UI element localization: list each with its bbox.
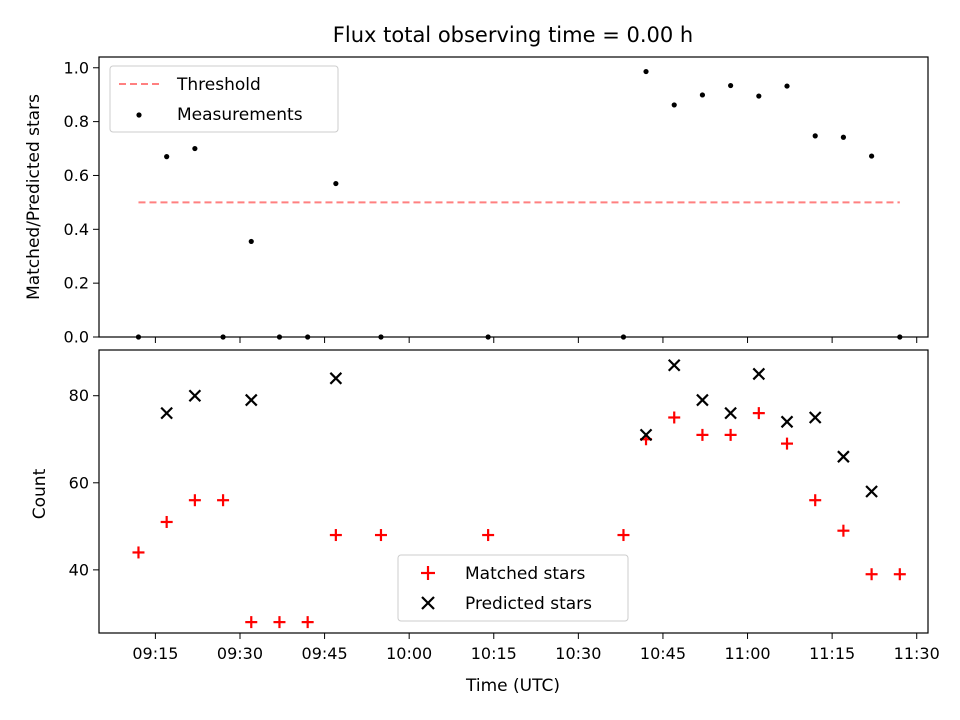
- matched-star-point: [132, 546, 145, 559]
- matched-star-point: [696, 428, 709, 441]
- x-tick-label: 10:30: [555, 644, 601, 663]
- bottom-y-axis-label: Count: [30, 468, 50, 519]
- x-tick-label: 11:30: [894, 644, 940, 663]
- top-legend-box: [109, 65, 339, 133]
- x-tick-label: 10:00: [386, 644, 432, 663]
- matched-star-point: [482, 529, 495, 542]
- measurement-point: [728, 82, 734, 89]
- top-y-tick-label: 1.0: [64, 58, 89, 77]
- matched-star-point: [752, 407, 765, 420]
- bottom-axes-frame: [98, 349, 929, 634]
- bottom-panel: 40 60 80 09:15 09:30 09:45 10:00 10:15 10:30 10:…: [30, 349, 940, 696]
- matched-star-point: [374, 529, 387, 542]
- legend-predicted-label: Predicted stars: [465, 594, 592, 614]
- predicted-star-point: [188, 389, 202, 402]
- predicted-star-point: [160, 406, 173, 420]
- bottom-legend-box: [397, 554, 629, 622]
- bottom-x-ticks: 09:15 09:30 09:45 10:00 10:15 10:30 10:45 11:00…: [132, 633, 940, 663]
- top-y-tick-label: 0.4: [64, 220, 89, 239]
- predicted-star-point: [780, 415, 794, 429]
- x-tick-label: 10:45: [640, 644, 686, 663]
- matched-star-point: [217, 494, 230, 507]
- top-axes-frame: [98, 56, 929, 338]
- predicted-star-point: [696, 393, 709, 407]
- matched-star-point: [724, 428, 737, 441]
- matched-star-point: [329, 529, 342, 542]
- measurement-point: [784, 83, 790, 89]
- x-axis-label: Time (UTC): [465, 676, 560, 696]
- matched-star-point: [188, 494, 201, 507]
- x-tick-label: 09:15: [132, 644, 178, 663]
- measurement-point: [643, 68, 649, 75]
- chart-title: Flux total observing time = 0.00 h: [333, 23, 693, 47]
- x-tick-label: 09:45: [302, 644, 348, 663]
- matched-star-point: [301, 616, 314, 629]
- predicted-star-point: [244, 393, 258, 407]
- bottom-plot-area: [132, 358, 906, 629]
- matched-star-point: [617, 529, 630, 542]
- x-tick-label: 10:15: [471, 644, 517, 663]
- legend-measurements-label: Measurements: [177, 105, 303, 125]
- measurement-point: [164, 154, 170, 160]
- top-y-tick-label: 0.2: [64, 274, 89, 293]
- top-y-tick-label: 0.0: [64, 328, 89, 347]
- bottom-y-tick-label: 80: [69, 386, 89, 405]
- top-y-ticks: 0.0 0.2 0.4 0.6 0.8 1.0: [64, 58, 99, 347]
- bottom-y-tick-label: 40: [69, 560, 89, 579]
- measurement-point: [333, 180, 339, 187]
- x-tick-label: 11:15: [809, 644, 855, 663]
- legend-matched-swatch: [421, 566, 435, 580]
- x-tick-label: 11:00: [724, 644, 770, 663]
- top-plot-area: [135, 68, 903, 340]
- measurement-point: [756, 93, 762, 99]
- x-tick-label: 09:30: [217, 644, 263, 663]
- top-x-ticks: [154, 337, 918, 343]
- legend-matched-label: Matched stars: [465, 564, 585, 584]
- measurement-point: [840, 134, 847, 140]
- measurement-point: [812, 133, 818, 139]
- bottom-legend: Matched stars Predicted stars: [397, 554, 629, 622]
- top-y-tick-label: 0.6: [64, 166, 89, 185]
- matched-star-point: [809, 494, 822, 507]
- measurement-point: [699, 92, 706, 98]
- legend-measurements-swatch: [136, 112, 142, 118]
- predicted-star-point: [639, 428, 653, 442]
- measurement-point: [192, 145, 198, 152]
- matched-star-point: [865, 568, 878, 581]
- matched-star-point: [273, 616, 286, 629]
- top-legend: Threshold Measurements: [109, 65, 339, 133]
- measurement-point: [671, 102, 677, 108]
- predicted-star-point: [837, 450, 850, 463]
- top-panel: 0.0 0.2 0.4 0.6 0.8 1.0 Matched/Predicted sta…: [24, 56, 929, 347]
- matched-star-point: [668, 411, 681, 424]
- matched-star-point: [893, 568, 906, 581]
- measurement-point: [869, 153, 875, 159]
- measurement-point: [248, 238, 254, 245]
- matched-star-point: [245, 616, 258, 629]
- matched-star-point: [837, 524, 850, 537]
- predicted-star-point: [865, 485, 878, 498]
- bottom-y-ticks: 40 60 80: [69, 386, 99, 579]
- predicted-star-point: [667, 358, 681, 372]
- predicted-star-point: [329, 372, 343, 385]
- matched-star-point: [781, 437, 794, 450]
- legend-threshold-label: Threshold: [176, 75, 261, 95]
- legend-predicted-swatch: [421, 596, 435, 610]
- matched-star-point: [160, 515, 173, 528]
- top-y-axis-label: Matched/Predicted stars: [24, 94, 44, 300]
- bottom-y-tick-label: 60: [69, 473, 89, 492]
- predicted-star-point: [724, 406, 737, 420]
- top-y-tick-label: 0.8: [64, 112, 89, 131]
- predicted-star-point: [752, 367, 766, 381]
- predicted-star-point: [808, 411, 822, 424]
